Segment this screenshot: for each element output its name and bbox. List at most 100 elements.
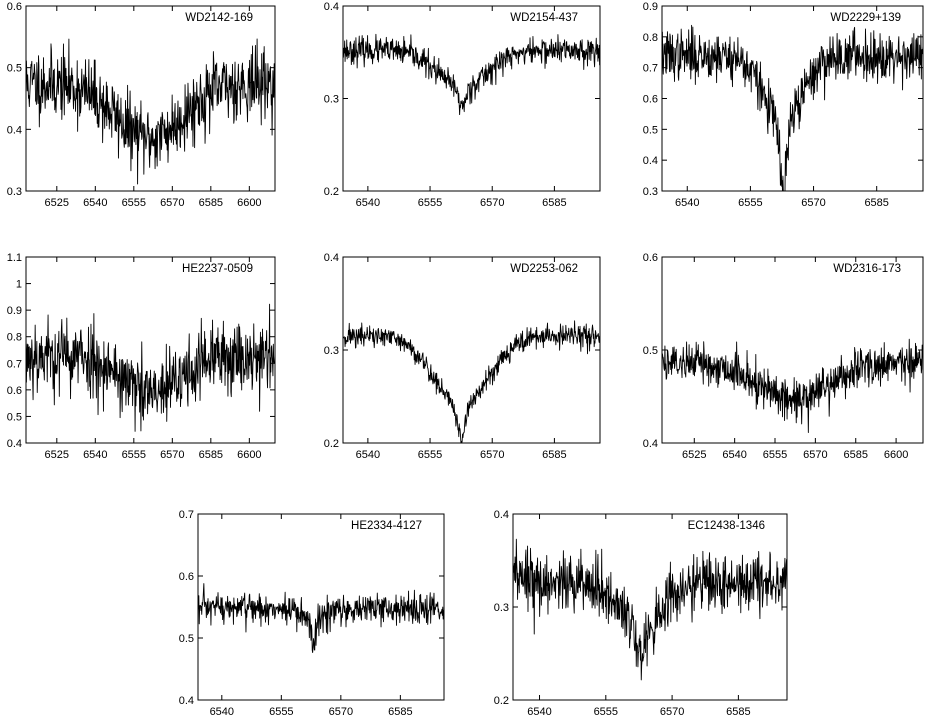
panel-title: WD2142-169	[185, 12, 253, 24]
y-tick-label: 0.9	[643, 1, 658, 13]
plot-frame	[25, 256, 276, 444]
x-tick-label: 6540	[210, 706, 234, 718]
plot-frame	[25, 5, 276, 192]
spectrum-panel-3: 6540 6555 6570 6585 0.3 0.4 0.5 0.6 0.7 0.8 0.9 WD2…	[643, 1, 924, 209]
y-tick-label: 0.6	[7, 385, 22, 397]
x-tick-label: 6585	[726, 706, 750, 718]
x-tick-label: 6600	[237, 449, 261, 461]
y-tick-label: 0.3	[324, 345, 339, 357]
x-tick-label: 6555	[269, 706, 293, 718]
y-tick-label: 0.5	[643, 345, 658, 357]
x-tick-label: 6585	[199, 449, 223, 461]
y-tick-label: 0.3	[324, 94, 339, 106]
spectrum-series-line	[197, 583, 445, 654]
x-tick-label: 6540	[722, 449, 746, 461]
spectrum-series-line	[661, 24, 924, 192]
y-tick-label: 0.4	[643, 438, 658, 450]
spectrum-panel-8: 6540 6555 6570 6585 0.2 0.3 0.4 EC12438-1346	[494, 509, 788, 718]
y-tick-label: 0.8	[7, 332, 22, 344]
y-tick-label: 0.4	[324, 1, 339, 13]
y-tick-label: 0.4	[7, 438, 22, 450]
y-tick-label: 1	[16, 279, 22, 291]
x-tick-label: 6540	[527, 706, 551, 718]
x-tick-label: 6525	[682, 449, 706, 461]
y-tick-label: 0.5	[179, 633, 194, 645]
y-tick-label: 0.4	[7, 124, 22, 136]
x-tick-label: 6540	[83, 197, 107, 209]
panel-title: WD2253-062	[510, 263, 578, 275]
spectrum-panel-4: 6525 6540 6555 6570 6585 6600 0.4 0.5 0.6 0.7 0.8 0…	[7, 252, 276, 461]
y-tick-label: 0.4	[179, 695, 194, 707]
x-tick-label: 6585	[864, 197, 888, 209]
x-tick-label: 6555	[418, 197, 442, 209]
x-tick-label: 6585	[542, 449, 566, 461]
y-tick-label: 0.5	[643, 124, 658, 136]
y-tick-label: 0.8	[643, 32, 658, 44]
y-tick-label: 0.2	[324, 186, 339, 198]
y-tick-label: 0.6	[179, 571, 194, 583]
spectrum-panel-5: 6540 6555 6570 6585 0.2 0.3 0.4 WD2253-062	[324, 252, 601, 461]
x-tick-label: 6525	[45, 197, 69, 209]
x-tick-label: 6600	[237, 197, 261, 209]
panel-title: HE2237-0509	[182, 263, 253, 275]
spectrum-series-line	[25, 38, 276, 185]
plot-frame	[512, 513, 788, 701]
y-tick-label: 0.3	[7, 186, 22, 198]
y-tick-label: 0.5	[7, 63, 22, 75]
spectrum-series-line	[661, 338, 924, 433]
panel-title: WD2154-437	[510, 12, 578, 24]
spectrum-series-line	[512, 538, 788, 681]
panel-title: WD2316-173	[833, 263, 901, 275]
x-tick-label: 6600	[884, 449, 908, 461]
y-tick-label: 0.7	[643, 63, 658, 75]
x-tick-label: 6540	[675, 197, 699, 209]
x-tick-label: 6555	[763, 449, 787, 461]
x-tick-label: 6540	[83, 449, 107, 461]
spectrum-panel-1: 6525 6540 6555 6570 6585 6600 0.3 0.4 0.5 0.6 WD21…	[7, 1, 276, 209]
y-tick-label: 1.1	[7, 252, 22, 264]
x-tick-label: 6585	[388, 706, 412, 718]
x-tick-label: 6570	[801, 197, 825, 209]
spectrum-series-line	[25, 303, 276, 432]
y-tick-label: 0.6	[643, 252, 658, 264]
y-tick-label: 0.2	[324, 438, 339, 450]
y-tick-label: 0.4	[324, 252, 339, 264]
x-tick-label: 6570	[660, 706, 684, 718]
y-tick-label: 0.4	[643, 155, 658, 167]
x-tick-label: 6570	[329, 706, 353, 718]
plot-frame	[342, 256, 601, 444]
y-tick-label: 0.6	[643, 94, 658, 106]
spectrum-series-line	[342, 33, 601, 116]
spectrum-panel-6: 6525 6540 6555 6570 6585 6600 0.4 0.5 0.6 WD2316-…	[643, 252, 924, 461]
x-tick-label: 6555	[594, 706, 618, 718]
y-tick-label: 0.4	[494, 509, 509, 521]
spectrum-panel-7: 6540 6555 6570 6585 0.4 0.5 0.6 0.7 HE2334-4127	[179, 509, 445, 718]
x-tick-label: 6555	[418, 449, 442, 461]
y-tick-label: 0.3	[643, 186, 658, 198]
x-tick-label: 6570	[160, 449, 184, 461]
y-tick-label: 0.3	[494, 602, 509, 614]
x-tick-label: 6540	[356, 449, 380, 461]
plot-frame	[661, 5, 924, 192]
y-tick-label: 0.7	[7, 358, 22, 370]
panel-title: EC12438-1346	[688, 520, 765, 532]
y-tick-label: 0.6	[7, 1, 22, 13]
spectrum-panel-2: 6540 6555 6570 6585 0.2 0.3 0.4 WD2154-437	[324, 1, 601, 209]
y-tick-label: 0.2	[494, 695, 509, 707]
x-tick-label: 6570	[803, 449, 827, 461]
x-tick-label: 6570	[480, 197, 504, 209]
x-tick-label: 6570	[160, 197, 184, 209]
x-tick-label: 6555	[122, 197, 146, 209]
x-tick-label: 6555	[122, 449, 146, 461]
spectrum-series-line	[342, 320, 601, 444]
y-tick-label: 0.7	[179, 509, 194, 521]
x-tick-label: 6555	[738, 197, 762, 209]
panel-title: HE2334-4127	[351, 520, 422, 532]
x-tick-label: 6570	[480, 449, 504, 461]
plot-frame	[197, 513, 445, 701]
y-tick-label: 0.5	[7, 411, 22, 423]
y-tick-label: 0.9	[7, 305, 22, 317]
x-tick-label: 6585	[542, 197, 566, 209]
x-tick-label: 6540	[356, 197, 380, 209]
